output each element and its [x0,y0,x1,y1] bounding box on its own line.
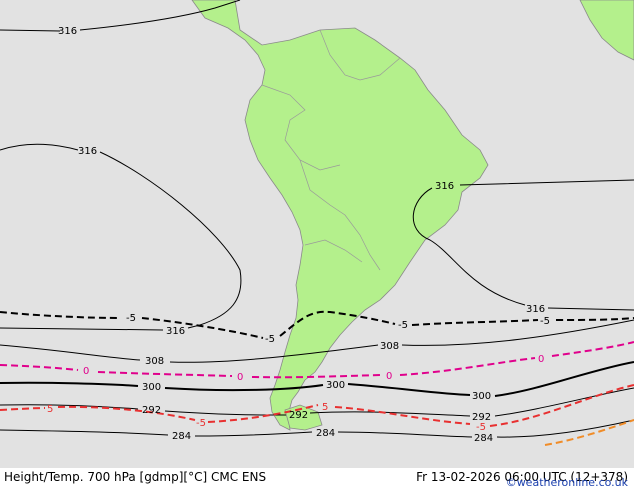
contour-292 [0,387,634,417]
contour-label-group: 316 316 316 316 316 308 308 300 300 300 … [47,26,550,444]
contour-316-west [0,143,242,331]
label-300: 300 [326,380,345,391]
credit-link[interactable]: ©weatheronline.co.uk [505,476,628,489]
label-292: 292 [289,410,308,421]
label-temp-minus5: -5 [540,316,550,327]
label-300: 300 [142,382,161,393]
map-footer: Height/Temp. 700 hPa [gdmp][°C] CMC ENS … [0,468,634,490]
temp-10 [544,419,634,446]
country-borders [261,29,401,271]
label-316: 316 [58,26,77,37]
temp-5 [0,384,634,427]
label-temp-minus5: -5 [126,313,136,324]
label-temp-0: 0 [83,366,89,377]
contour-284 [0,419,634,438]
temperature-contours [0,310,634,446]
map-datetime: Fr 13-02-2026 06:00 UTC (12+378) [416,470,628,484]
tierra-del-fuego-land [284,404,323,431]
label-316: 316 [435,181,454,192]
label-temp-5: -5 [196,418,206,429]
weather-map: 316 316 316 316 316 308 308 300 300 300 … [0,0,634,468]
south-america-land [191,0,489,431]
label-temp-minus5: -5 [265,334,275,345]
label-308: 308 [380,341,399,352]
temp-0 [0,341,634,379]
label-temp-5: -5 [476,422,486,433]
label-316: 316 [78,146,97,157]
label-316: 316 [166,326,185,337]
map-title: Height/Temp. 700 hPa [gdmp][°C] CMC ENS [4,470,267,484]
label-300: 300 [472,391,491,402]
map-canvas: 316 316 316 316 316 308 308 300 300 300 … [0,0,634,446]
label-308: 308 [145,356,164,367]
label-temp-0: 0 [386,371,392,382]
label-temp-5: 5 [322,402,328,413]
africa-corner-land [579,0,634,61]
label-292: 292 [142,405,161,416]
label-284: 284 [474,433,493,444]
label-284: 284 [172,431,191,442]
contour-308 [0,319,634,363]
contour-316-east [412,179,634,311]
label-temp-minus5: -5 [398,320,408,331]
label-284: 284 [316,428,335,439]
contour-300 [0,361,634,397]
label-temp-5: 5 [47,404,53,415]
height-contours [0,0,634,438]
label-292: 292 [472,412,491,423]
label-316: 316 [526,304,545,315]
contour-316-north [0,0,241,32]
temp-minus5 [0,310,634,339]
label-temp-0: 0 [237,372,243,383]
label-temp-0: 0 [538,354,544,365]
